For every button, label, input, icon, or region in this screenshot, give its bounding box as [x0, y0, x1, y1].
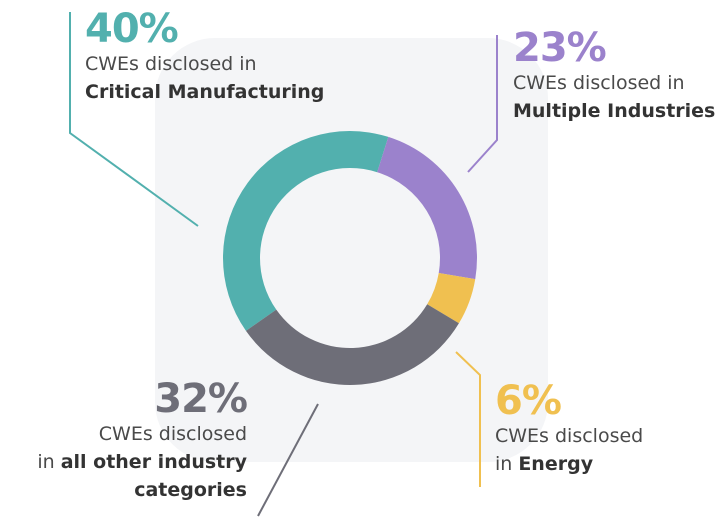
category-label: Multiple Industries: [513, 100, 716, 122]
category-label: Energy: [518, 453, 594, 475]
donut-segment: [377, 136, 477, 280]
value-label: 23%: [513, 25, 607, 71]
category-line: in Energy: [495, 450, 685, 478]
description: CWEs disclosed in: [513, 72, 685, 94]
category-label: Critical Manufacturing: [85, 81, 325, 103]
leader-line: [69, 12, 199, 227]
donut: [223, 131, 477, 386]
value-label: 40%: [85, 6, 179, 52]
joiner: in: [495, 453, 513, 475]
category-label: all other industry categories: [60, 451, 247, 501]
joiner: in: [37, 451, 55, 473]
category-line: Multiple Industries: [513, 97, 728, 125]
backdrop: [155, 38, 548, 462]
value-label: 6%: [495, 378, 562, 424]
description: CWEs disclosed in: [85, 53, 257, 75]
description: CWEs disclosed: [98, 423, 247, 445]
leader-line: [467, 35, 498, 173]
donut-segment: [223, 131, 389, 331]
description: CWEs disclosed: [495, 425, 644, 447]
annotation: 40% CWEs disclosed in Critical Manufacturi…: [85, 8, 385, 106]
leader-line: [455, 351, 481, 487]
donut-segment: [245, 304, 459, 386]
leader-line: [257, 403, 319, 517]
donut-segment: [427, 272, 476, 324]
annotation: 32% CWEs disclosed in all other industry ca…: [7, 376, 248, 504]
category-line: Critical Manufacturing: [85, 78, 385, 106]
annotation: 23% CWEs disclosed in Multiple Industries: [513, 27, 728, 125]
value-label: 32%: [154, 376, 248, 422]
annotation: 6% CWEs disclosed in Energy: [495, 380, 685, 478]
category-line: in all other industry categories: [7, 448, 247, 504]
